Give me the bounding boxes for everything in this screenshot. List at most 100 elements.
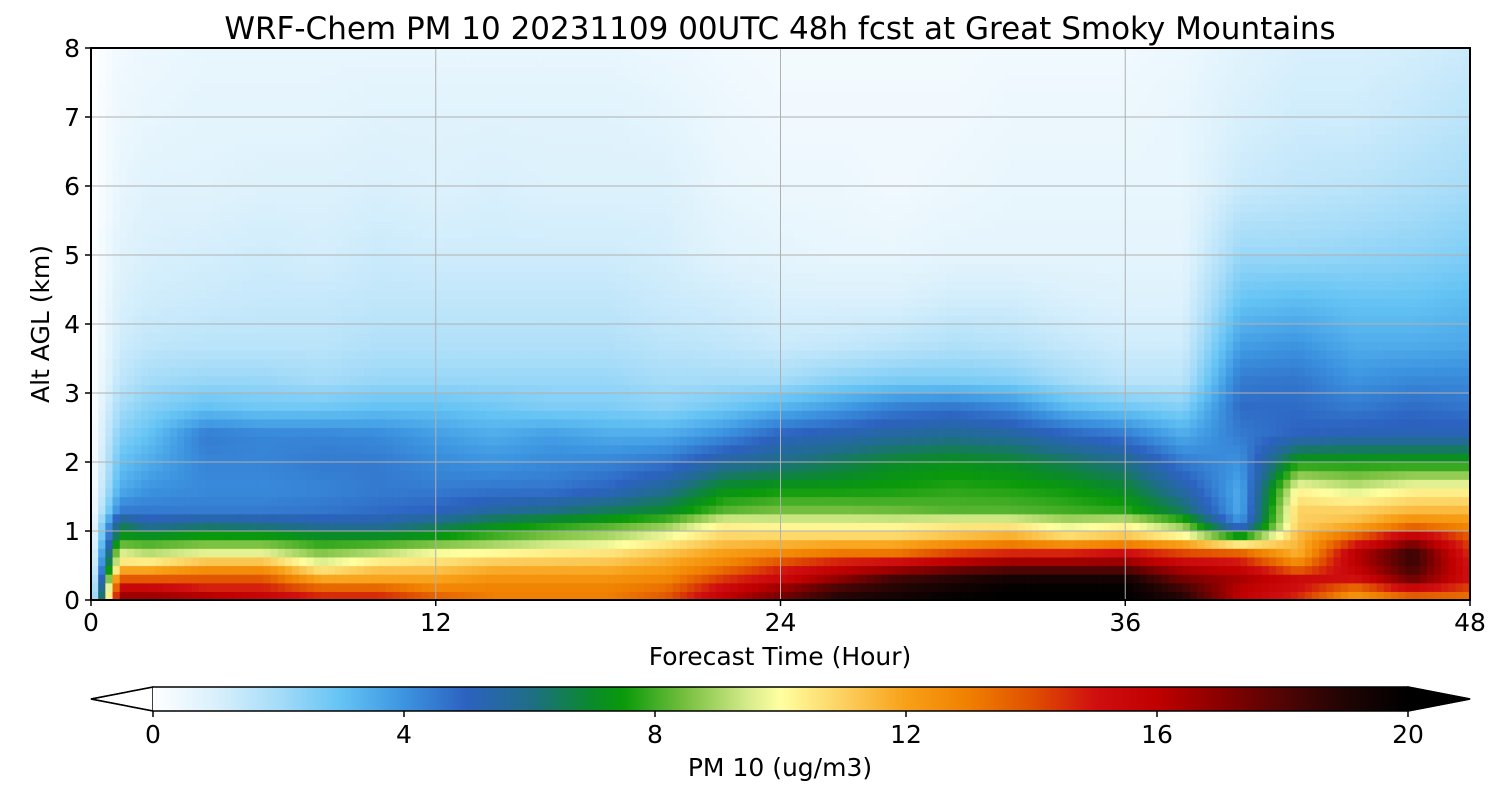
heatmap-cell xyxy=(105,306,114,316)
heatmap-cell xyxy=(320,332,329,342)
heatmap-cell xyxy=(98,91,106,101)
heatmap-cell xyxy=(565,496,573,506)
heatmap-cell xyxy=(608,349,616,360)
heatmap-cell xyxy=(622,462,631,472)
heatmap-cell xyxy=(263,565,272,575)
heatmap-cell xyxy=(313,591,322,600)
heatmap-cell xyxy=(162,56,171,66)
heatmap-cell xyxy=(385,246,394,256)
heatmap-cell xyxy=(550,556,559,567)
heatmap-cell xyxy=(600,65,609,75)
heatmap-cell xyxy=(371,427,379,437)
heatmap-cell xyxy=(421,341,430,351)
heatmap-cell xyxy=(356,470,365,480)
heatmap-cell xyxy=(572,289,580,299)
heatmap-cell xyxy=(105,574,114,584)
heatmap-cell xyxy=(579,73,588,84)
heatmap-cell xyxy=(593,263,602,273)
heatmap-cell xyxy=(356,565,365,575)
heatmap-cell xyxy=(363,358,372,368)
heatmap-cell xyxy=(629,220,638,230)
heatmap-cell xyxy=(313,211,322,222)
heatmap-cell xyxy=(284,203,293,213)
heatmap-cell xyxy=(256,324,264,334)
heatmap-cell xyxy=(557,375,566,385)
heatmap-cell xyxy=(299,539,308,549)
heatmap-cell xyxy=(205,410,214,420)
heatmap-cell xyxy=(457,315,466,325)
heatmap-cell xyxy=(450,125,458,135)
heatmap-cell xyxy=(112,522,121,532)
heatmap-cell xyxy=(471,462,480,472)
heatmap-cell xyxy=(277,177,286,187)
heatmap-cell xyxy=(320,341,329,351)
heatmap-cell xyxy=(521,496,530,506)
heatmap-cell xyxy=(615,289,624,299)
heatmap-cell xyxy=(220,56,229,66)
heatmap-cell xyxy=(392,591,401,600)
heatmap-cell xyxy=(593,565,602,575)
heatmap-cell xyxy=(256,73,264,84)
heatmap-cell xyxy=(119,168,128,178)
heatmap-cell xyxy=(134,272,142,282)
heatmap-cell xyxy=(313,427,322,437)
heatmap-cell xyxy=(371,237,379,247)
heatmap-cell xyxy=(234,134,243,144)
heatmap-cell xyxy=(608,65,616,75)
heatmap-cell xyxy=(579,117,588,127)
heatmap-cell xyxy=(292,487,300,498)
heatmap-cell xyxy=(284,272,293,282)
heatmap-cell xyxy=(450,306,458,316)
heatmap-cell xyxy=(615,48,624,58)
heatmap-cell xyxy=(363,513,372,523)
heatmap-cell xyxy=(550,591,559,600)
heatmap-cell xyxy=(320,496,329,506)
heatmap-cell xyxy=(162,142,171,153)
heatmap-cell xyxy=(385,548,394,558)
heatmap-cell xyxy=(407,306,415,316)
heatmap-cell xyxy=(536,134,545,144)
heatmap-cell xyxy=(177,349,185,360)
heatmap-cell xyxy=(464,556,473,567)
heatmap-cell xyxy=(442,418,451,429)
heatmap-cell xyxy=(478,582,487,592)
heatmap-cell xyxy=(277,358,286,368)
heatmap-cell xyxy=(170,384,178,394)
heatmap-cell xyxy=(622,565,631,575)
heatmap-cell xyxy=(500,255,509,265)
heatmap-cell xyxy=(306,263,315,273)
heatmap-cell xyxy=(342,134,351,144)
heatmap-cell xyxy=(263,82,272,92)
heatmap-cell xyxy=(414,393,422,403)
heatmap-cell xyxy=(493,168,501,178)
heatmap-cell xyxy=(256,220,264,230)
heatmap-cell xyxy=(105,91,114,101)
heatmap-cell xyxy=(249,358,257,368)
heatmap-cell xyxy=(105,125,114,135)
heatmap-cell xyxy=(213,384,221,394)
heatmap-cell xyxy=(313,108,322,118)
heatmap-cell xyxy=(191,324,200,334)
heatmap-cell xyxy=(141,358,150,368)
heatmap-cell xyxy=(521,332,530,342)
heatmap-cell xyxy=(105,298,114,308)
heatmap-cell xyxy=(464,591,473,600)
heatmap-cell xyxy=(457,487,466,498)
heatmap-cell xyxy=(435,237,444,247)
heatmap-cell xyxy=(342,263,351,273)
heatmap-cell xyxy=(471,479,480,489)
heatmap-cell xyxy=(486,505,494,515)
heatmap-cell xyxy=(119,73,128,84)
heatmap-cell xyxy=(112,384,121,394)
heatmap-cell xyxy=(249,375,257,385)
heatmap-cell xyxy=(557,263,566,273)
heatmap-cell xyxy=(450,142,458,153)
heatmap-cell xyxy=(579,177,588,187)
heatmap-cell xyxy=(284,237,293,247)
heatmap-cell xyxy=(529,229,537,239)
heatmap-cell xyxy=(184,280,193,291)
heatmap-cell xyxy=(385,522,394,532)
heatmap-cell xyxy=(249,548,257,558)
heatmap-cell xyxy=(572,513,580,523)
heatmap-cell xyxy=(392,280,401,291)
